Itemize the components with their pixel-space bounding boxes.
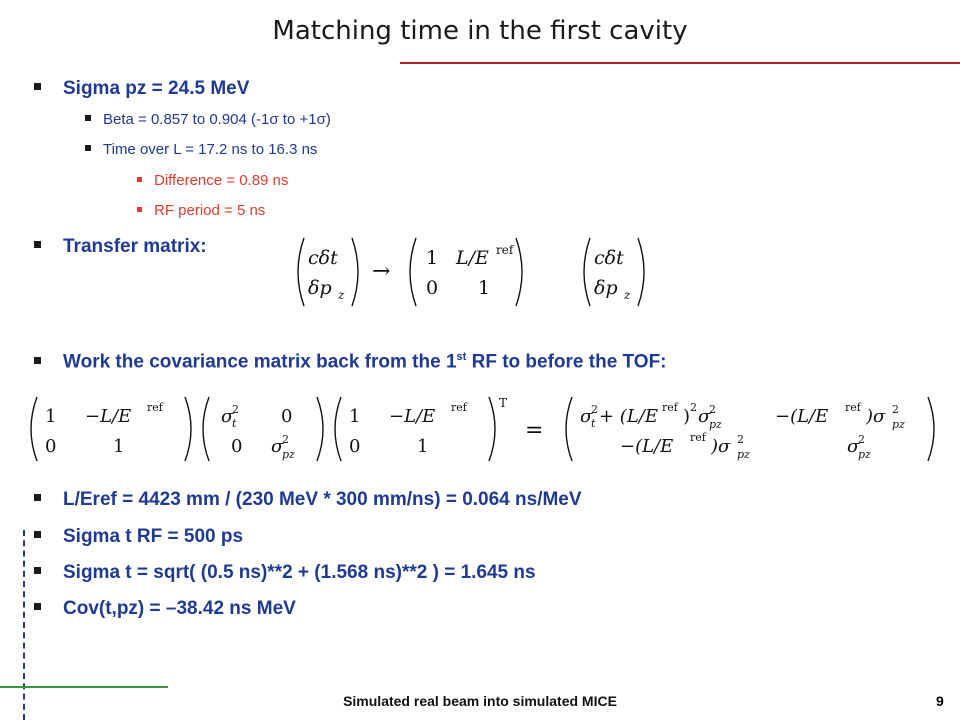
r11-d: σ [698,406,711,427]
bullet-marker [34,83,41,91]
bullet-text: Cov(t,pz) = –38.42 ns MeV [63,598,296,619]
title-underline [400,62,960,64]
bullet-text: Sigma t = sqrt( (0.5 ns)**2 + (1.568 ns)… [63,562,536,583]
rhs-bottom: δp [594,277,618,299]
r12-a-sup: ref [845,401,862,414]
bullet-text-tail: RF to before the TOF: [466,351,667,373]
r11-a-sub: t [591,417,596,430]
r21-b-sup: 2 [737,433,744,446]
transfer-matrix-equation: cδt δp z → 1 L/E ref 0 1 cδt δp z [297,237,645,307]
bullet-marker [137,206,142,212]
covariance-equation: 1 −L/E ref 0 1 σ t 2 0 0 σ pz 2 1 −L/E r… [30,396,935,462]
r21-b-sub: pz [737,448,750,461]
r12-b-sup: 2 [892,403,899,416]
bullet-covariance: Work the covariance matrix back from the… [34,351,667,373]
bullet-marker [34,603,41,611]
bullet-text: Sigma pz = 24.5 MeV [63,78,250,99]
bullet-text: Difference = 0.89 ns [154,172,289,189]
m12-sup: ref [496,243,515,257]
bullet-text: Time over L = 17.2 ns to 16.3 ns [103,141,318,158]
lhs-bottom-sub: z [337,288,345,302]
s22: σ [271,436,284,457]
m12: L/E [455,247,489,269]
bullet-difference: Difference = 0.89 ns [137,172,288,189]
bullet-marker [34,494,41,502]
bullet-sigma-t-rf: Sigma t RF = 500 ps [34,526,243,548]
r11-b: + (L/E [599,406,658,427]
bullet-beta: Beta = 0.857 to 0.904 (-1σ to +1σ) [85,111,331,128]
equals: = [525,418,543,443]
bullet-text: RF period = 5 ns [154,202,266,219]
page-number: 9 [936,693,944,709]
bullet-sigma-pz: Sigma pz = 24.5 MeV [34,78,249,100]
r11-a-sup: 2 [591,403,598,416]
r22: σ [847,436,860,457]
s12: 0 [281,406,292,427]
bullet-text: Transfer matrix: [63,236,207,257]
r21-a: −(L/E [620,436,673,457]
bullet-text: Work the covariance matrix back from the… [63,351,457,373]
r21-a-sup: ref [690,431,707,444]
bullet-marker [85,145,91,152]
bullet-marker [34,241,41,249]
r12-a: −(L/E [775,406,828,427]
rhs-bottom-sub: z [623,288,631,302]
arrow: → [372,259,390,284]
b12: −L/E [389,406,435,427]
rhs-top: cδt [594,247,624,269]
r22-sub: pz [858,448,871,461]
lhs-top: cδt [308,247,338,269]
s22-sub: pz [282,448,295,461]
decorative-dashed-line [23,530,25,720]
b11: 1 [349,406,360,427]
r11-c-sup: 2 [690,401,697,414]
bullet-marker [34,356,41,364]
a11: 1 [45,406,56,427]
s22-sup: 2 [282,433,289,446]
s21: 0 [231,436,242,457]
superscript-st: st [456,351,467,363]
a22: 1 [113,436,124,457]
bullet-rf-period: RF period = 5 ns [137,202,265,219]
a12: −L/E [85,406,131,427]
bullet-text: Sigma t RF = 500 ps [63,526,244,547]
bullet-transfer-matrix: Transfer matrix: [34,236,207,258]
m22: 1 [478,277,490,299]
r12-b: )σ [865,406,886,427]
r21-b: )σ [710,436,731,457]
bullet-time-over-l: Time over L = 17.2 ns to 16.3 ns [85,141,317,158]
r11-a: σ [580,406,593,427]
footer-text: Simulated real beam into simulated MICE [343,693,617,709]
bullet-text: Beta = 0.857 to 0.904 (-1σ to +1σ) [103,111,331,128]
transpose: T [499,396,507,410]
b12-sup: ref [451,401,468,414]
r12-b-sub: pz [892,418,905,431]
b21: 0 [349,436,360,457]
slide-title: Matching time in the first cavity [272,16,688,46]
b22: 1 [417,436,428,457]
bullet-marker [137,176,142,182]
s11: σ [221,406,234,427]
bullet-l-eref: L/Eref = 4423 mm / (230 MeV * 300 mm/ns)… [34,489,582,511]
r11-b-sup: ref [662,401,679,414]
m21: 0 [426,277,438,299]
s11-sup: 2 [232,403,239,416]
a12-sup: ref [147,401,164,414]
m11: 1 [426,247,438,269]
r11-d-sub: pz [709,418,722,431]
r22-sup: 2 [858,433,865,446]
bullet-marker [34,531,41,539]
bullet-sigma-t: Sigma t = sqrt( (0.5 ns)**2 + (1.568 ns)… [34,562,536,584]
lhs-bottom: δp [308,277,332,299]
footer-accent-line [0,686,168,688]
s11-sub: t [232,417,237,430]
r11-c: ) [683,406,690,427]
bullet-marker [85,115,91,122]
bullet-marker [34,567,41,575]
a21: 0 [45,436,56,457]
bullet-cov-t-pz: Cov(t,pz) = –38.42 ns MeV [34,598,296,620]
r11-d-sup: 2 [709,403,716,416]
bullet-text: L/Eref = 4423 mm / (230 MeV * 300 mm/ns)… [63,489,582,510]
